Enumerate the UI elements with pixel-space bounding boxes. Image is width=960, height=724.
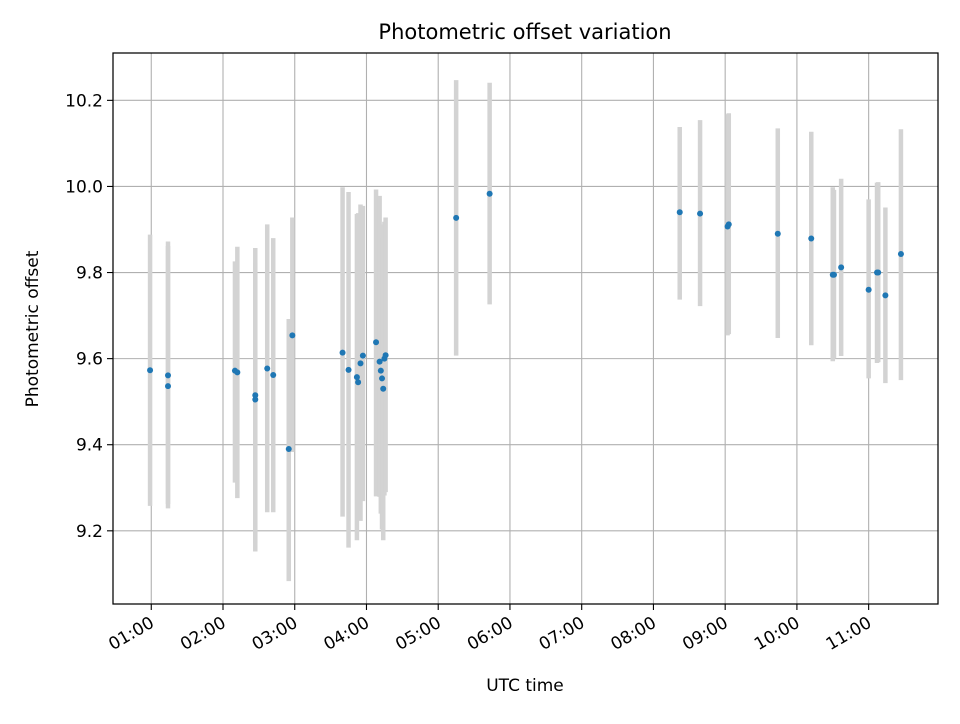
data-point [252,392,259,399]
plot-frame [112,52,939,605]
x-axis-label: UTC time [486,676,564,696]
data-point [838,264,845,271]
data-point [359,352,366,359]
data-points [147,190,904,453]
y-tick-label: 9.4 [76,436,103,456]
data-point [486,190,493,197]
chart-title: Photometric offset variation [378,20,671,44]
data-point [377,367,384,374]
data-point [355,379,362,386]
y-tick-label: 9.8 [76,264,103,284]
data-point [380,385,387,392]
data-point [165,383,171,390]
y-tick-label: 10.2 [65,91,103,111]
plot-area [113,53,938,604]
data-point [165,372,171,379]
data-point [897,251,904,258]
data-point [774,230,781,237]
data-point [808,235,815,242]
data-point [830,271,837,278]
data-point [379,375,386,382]
y-axis-label: Photometric offset [23,250,43,407]
data-point [270,371,277,378]
data-point [147,367,154,374]
data-point [882,292,889,299]
data-point [875,269,882,276]
data-point [264,365,271,372]
grid-lines [113,53,938,604]
data-point [865,286,872,293]
y-tick-label: 10.0 [65,177,103,197]
y-axis-ticks: 9.2 9.4 9.6 9.8 10.0 10.2 [65,91,113,542]
data-point [234,369,241,376]
data-point [453,214,460,221]
data-point [725,221,732,228]
data-point [353,374,360,381]
data-point [373,339,380,346]
data-point [339,349,346,356]
data-point [676,209,683,216]
y-tick-label: 9.2 [76,522,103,542]
data-point [357,360,364,367]
y-tick-label: 9.6 [76,350,103,370]
data-point [285,446,292,453]
data-point [382,352,389,359]
data-point [345,366,352,373]
data-point [376,358,383,365]
data-point [289,332,296,339]
data-point [252,396,259,403]
data-point [697,210,704,217]
